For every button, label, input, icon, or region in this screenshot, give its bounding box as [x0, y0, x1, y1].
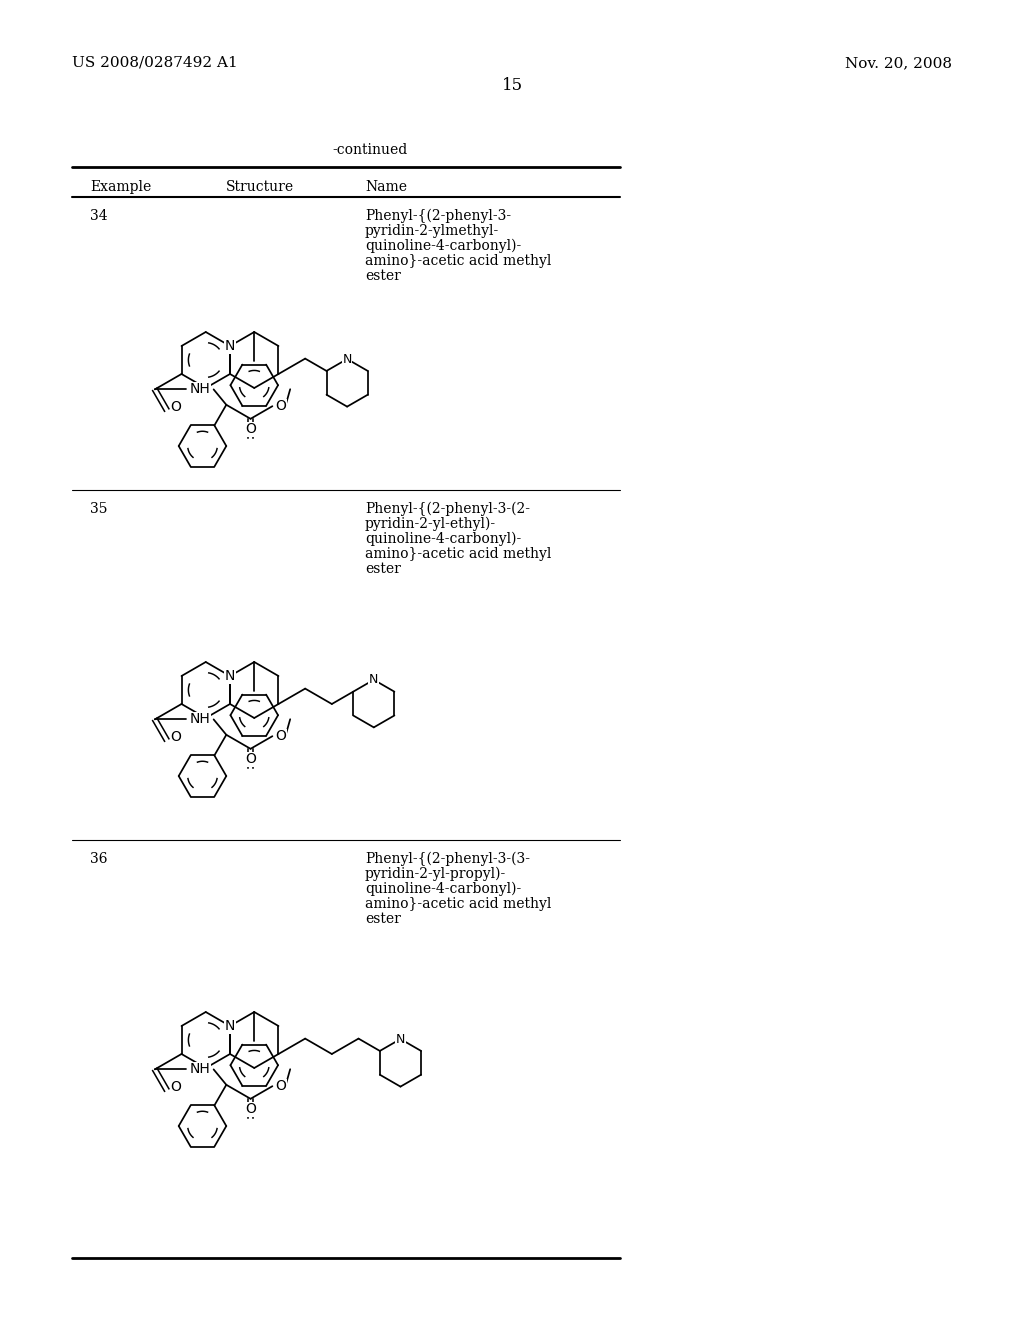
Text: pyridin-2-yl-ethyl)-: pyridin-2-yl-ethyl)-	[365, 517, 496, 532]
Text: 36: 36	[90, 851, 108, 866]
Text: O: O	[274, 1080, 286, 1093]
Text: 35: 35	[90, 502, 108, 516]
Text: Name: Name	[365, 180, 407, 194]
Text: quinoline-4-carbonyl)-: quinoline-4-carbonyl)-	[365, 532, 521, 546]
Text: quinoline-4-carbonyl)-: quinoline-4-carbonyl)-	[365, 882, 521, 896]
Text: 34: 34	[90, 209, 108, 223]
Text: Phenyl-{(2-phenyl-3-: Phenyl-{(2-phenyl-3-	[365, 209, 511, 223]
Text: NH: NH	[189, 713, 210, 726]
Text: US 2008/0287492 A1: US 2008/0287492 A1	[72, 55, 238, 70]
Text: O: O	[245, 752, 256, 767]
Text: N: N	[225, 669, 236, 682]
Text: N: N	[225, 339, 236, 352]
Text: NH: NH	[189, 1063, 210, 1076]
Text: pyridin-2-ylmethyl-: pyridin-2-ylmethyl-	[365, 224, 500, 238]
Text: Phenyl-{(2-phenyl-3-(3-: Phenyl-{(2-phenyl-3-(3-	[365, 851, 530, 866]
Text: O: O	[274, 399, 286, 413]
Text: O: O	[245, 1102, 256, 1117]
Text: -continued: -continued	[333, 143, 408, 157]
Text: O: O	[274, 729, 286, 743]
Text: Structure: Structure	[226, 180, 294, 194]
Text: quinoline-4-carbonyl)-: quinoline-4-carbonyl)-	[365, 239, 521, 253]
Text: N: N	[225, 1019, 236, 1034]
Text: O: O	[170, 1080, 181, 1094]
Text: Phenyl-{(2-phenyl-3-(2-: Phenyl-{(2-phenyl-3-(2-	[365, 502, 530, 516]
Text: Example: Example	[90, 180, 152, 194]
Text: ester: ester	[365, 562, 400, 576]
Text: 15: 15	[502, 77, 522, 94]
Text: amino}-acetic acid methyl: amino}-acetic acid methyl	[365, 898, 551, 911]
Text: ester: ester	[365, 269, 400, 282]
Text: ester: ester	[365, 912, 400, 927]
Text: O: O	[245, 422, 256, 437]
Text: O: O	[170, 400, 181, 414]
Text: amino}-acetic acid methyl: amino}-acetic acid methyl	[365, 546, 551, 561]
Text: amino}-acetic acid methyl: amino}-acetic acid methyl	[365, 253, 551, 268]
Text: NH: NH	[189, 383, 210, 396]
Text: Nov. 20, 2008: Nov. 20, 2008	[845, 55, 952, 70]
Text: O: O	[170, 730, 181, 744]
Text: N: N	[396, 1032, 406, 1045]
Text: N: N	[342, 352, 352, 366]
Text: pyridin-2-yl-propyl)-: pyridin-2-yl-propyl)-	[365, 867, 506, 882]
Text: N: N	[369, 673, 379, 686]
